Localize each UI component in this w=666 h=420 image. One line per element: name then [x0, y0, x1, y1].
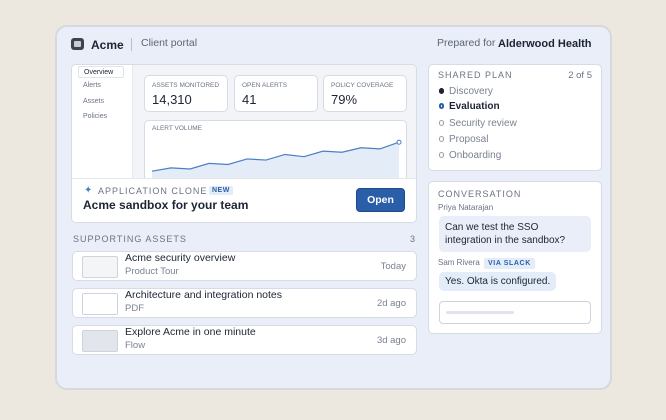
clone-kicker: APPLICATION CLONE — [98, 186, 208, 196]
assets-title: SUPPORTING ASSETS — [73, 234, 187, 244]
asset-title: Architecture and integration notes — [125, 289, 283, 301]
section-label: Client portal — [141, 37, 198, 49]
step-label: Security review — [449, 118, 517, 129]
message-author: Priya Natarajan — [438, 203, 494, 212]
stat-value: 41 — [242, 92, 257, 107]
conversation-card: CONVERSATION Priya Natarajan Can we test… — [428, 181, 602, 334]
step-dot — [439, 152, 444, 158]
input-placeholder — [446, 311, 514, 314]
new-badge: NEW — [209, 186, 233, 195]
nav-item: Alerts — [83, 82, 101, 89]
clone-banner: ✦ APPLICATION CLONE NEW Acme sandbox for… — [72, 178, 416, 222]
step-label: Proposal — [449, 134, 489, 145]
step-dot — [439, 103, 444, 109]
asset-row[interactable]: Acme security overview Product Tour Today — [72, 251, 417, 281]
stat-label: ASSETS MONITORED — [152, 82, 220, 89]
message-author: Sam Rivera — [438, 258, 480, 267]
plan-step: Security review — [439, 118, 517, 129]
asset-time: 3d ago — [376, 335, 406, 346]
open-button[interactable]: Open — [356, 188, 405, 212]
stat-card: POLICY COVERAGE 79% — [323, 75, 407, 112]
app-preview: Overview Alerts Assets Policies ASSETS M… — [71, 64, 417, 223]
asset-row[interactable]: Architecture and integration notes PDF 2d … — [72, 288, 417, 318]
logo — [71, 38, 84, 50]
plan-step: Evaluation — [439, 101, 500, 112]
stat-value: 79% — [331, 92, 358, 107]
preview-sidebar: Overview Alerts Assets Policies — [72, 65, 133, 178]
plan-step: Proposal — [439, 134, 489, 145]
nav-item: Overview — [78, 66, 124, 78]
reply-input[interactable] — [439, 301, 591, 324]
sparkle-icon: ✦ — [84, 185, 93, 196]
chart-label: ALERT VOLUME — [152, 125, 202, 132]
thumbnail — [82, 293, 118, 315]
stat-label: POLICY COVERAGE — [331, 82, 394, 89]
step-dot — [439, 136, 444, 142]
nav-item: Assets — [83, 98, 105, 105]
message-bubble: Yes. Okta is configured. — [439, 272, 557, 291]
nav-item: Policies — [83, 113, 108, 120]
assets-count: 3 — [410, 234, 416, 244]
plan-step: Discovery — [439, 86, 493, 97]
sparkline-endpoint — [396, 139, 402, 145]
asset-type: Product Tour — [125, 266, 179, 277]
plan-card: SHARED PLAN 2 of 5 Discovery Evaluation … — [428, 64, 602, 171]
plan-step: Onboarding — [439, 150, 502, 161]
divider — [131, 38, 132, 51]
asset-title: Explore Acme in one minute — [125, 326, 256, 338]
client-name: Alderwood Health — [498, 38, 592, 50]
asset-time: Today — [380, 261, 406, 272]
thumbnail — [82, 330, 118, 352]
preview-main: ASSETS MONITORED 14,310 OPEN ALERTS 41 POL… — [133, 65, 416, 184]
sparkline-line — [151, 141, 400, 172]
stat-value: 14,310 — [152, 92, 192, 107]
stat-label: OPEN ALERTS — [242, 82, 288, 89]
step-dot — [439, 88, 444, 94]
thumbnail — [82, 256, 118, 278]
chart-card: ALERT VOLUME — [144, 120, 407, 184]
asset-row[interactable]: Explore Acme in one minute Flow 3d ago — [72, 325, 417, 355]
prepared-label: Prepared for — [437, 37, 496, 49]
asset-type: PDF — [125, 303, 144, 314]
stat-card: ASSETS MONITORED 14,310 — [144, 75, 228, 112]
plan-title: SHARED PLAN — [438, 70, 513, 80]
logo-inner — [74, 41, 81, 47]
message-bubble: Can we test the SSO integration in the s… — [439, 216, 591, 252]
clone-title: Acme sandbox for your team — [83, 198, 249, 212]
channel-badge: VIA SLACK — [484, 258, 535, 269]
sparkline — [151, 139, 402, 183]
step-label: Onboarding — [449, 150, 502, 161]
stat-card: OPEN ALERTS 41 — [234, 75, 318, 112]
step-label: Discovery — [449, 86, 493, 97]
brand: Acme — [91, 38, 124, 52]
asset-title: Acme security overview — [125, 252, 236, 264]
conversation-title: CONVERSATION — [438, 189, 522, 199]
plan-progress: 2 of 5 — [568, 70, 592, 81]
step-dot — [439, 120, 444, 126]
asset-type: Flow — [125, 340, 146, 351]
step-label: Evaluation — [449, 101, 500, 112]
asset-time: 2d ago — [376, 298, 406, 309]
